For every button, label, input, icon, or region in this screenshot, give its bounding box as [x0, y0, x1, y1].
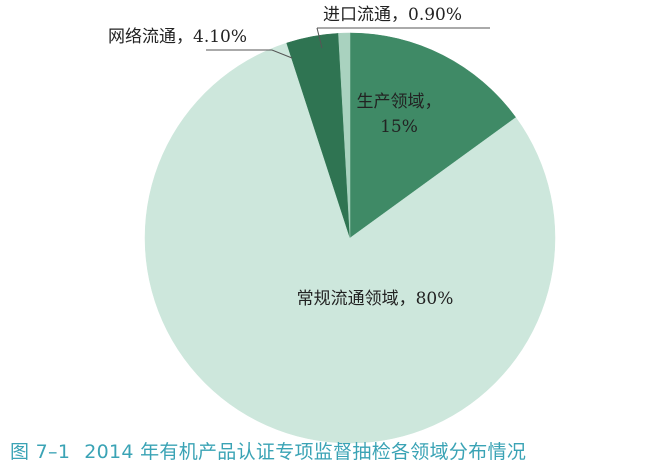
slice-label-0-line-0: 生产领域， — [357, 92, 442, 112]
pie-slice-1 — [144, 42, 556, 444]
leader-line-2 — [206, 49, 293, 59]
figure-title: 2014 年有机产品认证专项监督抽检各领域分布情况 — [84, 441, 527, 463]
figure-number: 图 7–1 — [10, 441, 71, 463]
slice-label-1-line-0: 常规流通领域，80% — [297, 289, 454, 309]
leader-drop-3 — [316, 27, 323, 49]
slice-label-2-line-0: 网络流通，4.10% — [108, 27, 247, 47]
pie-slice-0 — [349, 32, 517, 239]
pie-slices — [144, 32, 556, 444]
slice-label-3-line-0: 进口流通，0.90% — [323, 5, 462, 25]
pie-slice-3 — [338, 32, 351, 239]
slice-labels: 生产领域， 15% 常规流通领域，80% 网络流通，4.10% 进口流通，0.90% — [108, 5, 462, 309]
figure-caption: 图 7–1 2014 年有机产品认证专项监督抽检各领域分布情况 — [10, 437, 640, 467]
slice-label-0-line-1: 15% — [380, 117, 418, 137]
leader-lines — [206, 27, 490, 59]
